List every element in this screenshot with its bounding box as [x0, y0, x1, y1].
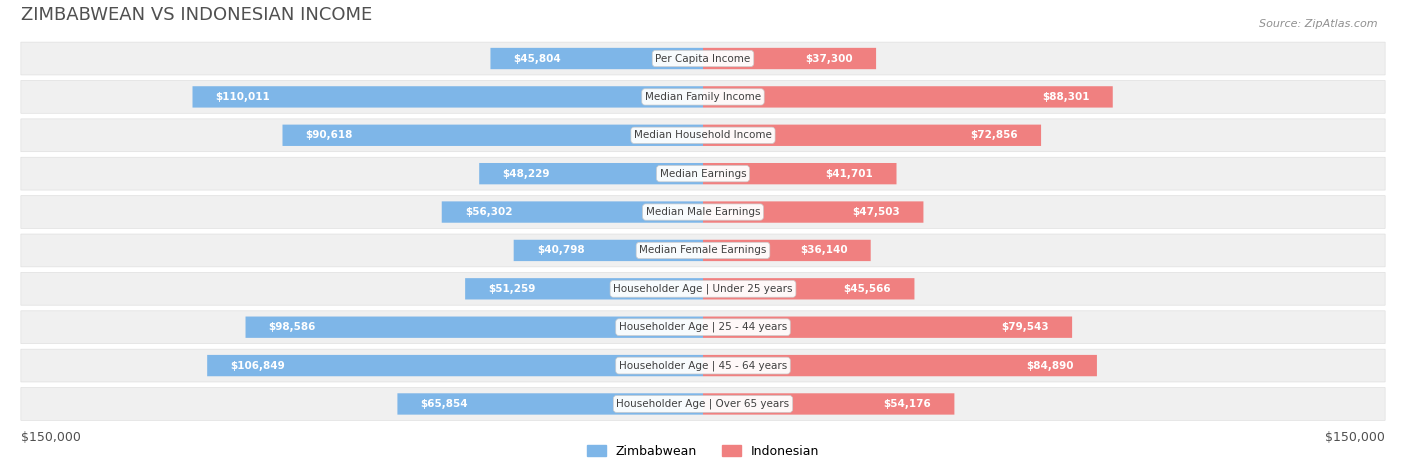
Text: $48,229: $48,229: [502, 169, 550, 179]
FancyBboxPatch shape: [246, 317, 703, 338]
FancyBboxPatch shape: [21, 157, 1385, 190]
Text: Median Female Earnings: Median Female Earnings: [640, 246, 766, 255]
Text: Median Earnings: Median Earnings: [659, 169, 747, 179]
FancyBboxPatch shape: [703, 278, 914, 299]
Text: $84,890: $84,890: [1026, 361, 1074, 371]
Text: $106,849: $106,849: [231, 361, 285, 371]
Text: $45,804: $45,804: [513, 54, 561, 64]
FancyBboxPatch shape: [491, 48, 703, 69]
Text: $65,854: $65,854: [420, 399, 468, 409]
Text: $72,856: $72,856: [970, 130, 1018, 140]
Text: $45,566: $45,566: [844, 284, 891, 294]
FancyBboxPatch shape: [21, 234, 1385, 267]
FancyBboxPatch shape: [21, 349, 1385, 382]
FancyBboxPatch shape: [479, 163, 703, 184]
Text: ZIMBABWEAN VS INDONESIAN INCOME: ZIMBABWEAN VS INDONESIAN INCOME: [21, 6, 373, 24]
FancyBboxPatch shape: [703, 393, 955, 415]
Text: Householder Age | 25 - 44 years: Householder Age | 25 - 44 years: [619, 322, 787, 333]
FancyBboxPatch shape: [703, 163, 897, 184]
Text: $41,701: $41,701: [825, 169, 873, 179]
Text: Per Capita Income: Per Capita Income: [655, 54, 751, 64]
FancyBboxPatch shape: [283, 125, 703, 146]
FancyBboxPatch shape: [21, 196, 1385, 228]
FancyBboxPatch shape: [703, 240, 870, 261]
FancyBboxPatch shape: [21, 272, 1385, 305]
FancyBboxPatch shape: [21, 42, 1385, 75]
Text: $36,140: $36,140: [800, 246, 848, 255]
Text: $110,011: $110,011: [215, 92, 270, 102]
Text: $79,543: $79,543: [1001, 322, 1049, 332]
FancyBboxPatch shape: [21, 80, 1385, 113]
FancyBboxPatch shape: [703, 125, 1040, 146]
Text: $88,301: $88,301: [1042, 92, 1090, 102]
FancyBboxPatch shape: [441, 201, 703, 223]
Text: Median Household Income: Median Household Income: [634, 130, 772, 140]
Legend: Zimbabwean, Indonesian: Zimbabwean, Indonesian: [582, 440, 824, 463]
FancyBboxPatch shape: [398, 393, 703, 415]
FancyBboxPatch shape: [703, 86, 1112, 107]
FancyBboxPatch shape: [703, 355, 1097, 376]
FancyBboxPatch shape: [703, 48, 876, 69]
Text: $40,798: $40,798: [537, 246, 585, 255]
Text: $90,618: $90,618: [305, 130, 353, 140]
FancyBboxPatch shape: [703, 201, 924, 223]
FancyBboxPatch shape: [513, 240, 703, 261]
FancyBboxPatch shape: [703, 317, 1073, 338]
Text: $98,586: $98,586: [269, 322, 316, 332]
FancyBboxPatch shape: [21, 388, 1385, 420]
Text: $150,000: $150,000: [21, 431, 80, 444]
Text: Median Family Income: Median Family Income: [645, 92, 761, 102]
FancyBboxPatch shape: [207, 355, 703, 376]
Text: Householder Age | Over 65 years: Householder Age | Over 65 years: [616, 399, 790, 409]
Text: $56,302: $56,302: [465, 207, 512, 217]
Text: $47,503: $47,503: [852, 207, 900, 217]
FancyBboxPatch shape: [193, 86, 703, 107]
FancyBboxPatch shape: [21, 311, 1385, 344]
FancyBboxPatch shape: [465, 278, 703, 299]
Text: $54,176: $54,176: [883, 399, 931, 409]
FancyBboxPatch shape: [21, 119, 1385, 152]
Text: $51,259: $51,259: [488, 284, 536, 294]
Text: $37,300: $37,300: [806, 54, 853, 64]
Text: Median Male Earnings: Median Male Earnings: [645, 207, 761, 217]
Text: $150,000: $150,000: [1326, 431, 1385, 444]
Text: Householder Age | Under 25 years: Householder Age | Under 25 years: [613, 283, 793, 294]
Text: Householder Age | 45 - 64 years: Householder Age | 45 - 64 years: [619, 361, 787, 371]
Text: Source: ZipAtlas.com: Source: ZipAtlas.com: [1260, 19, 1378, 28]
